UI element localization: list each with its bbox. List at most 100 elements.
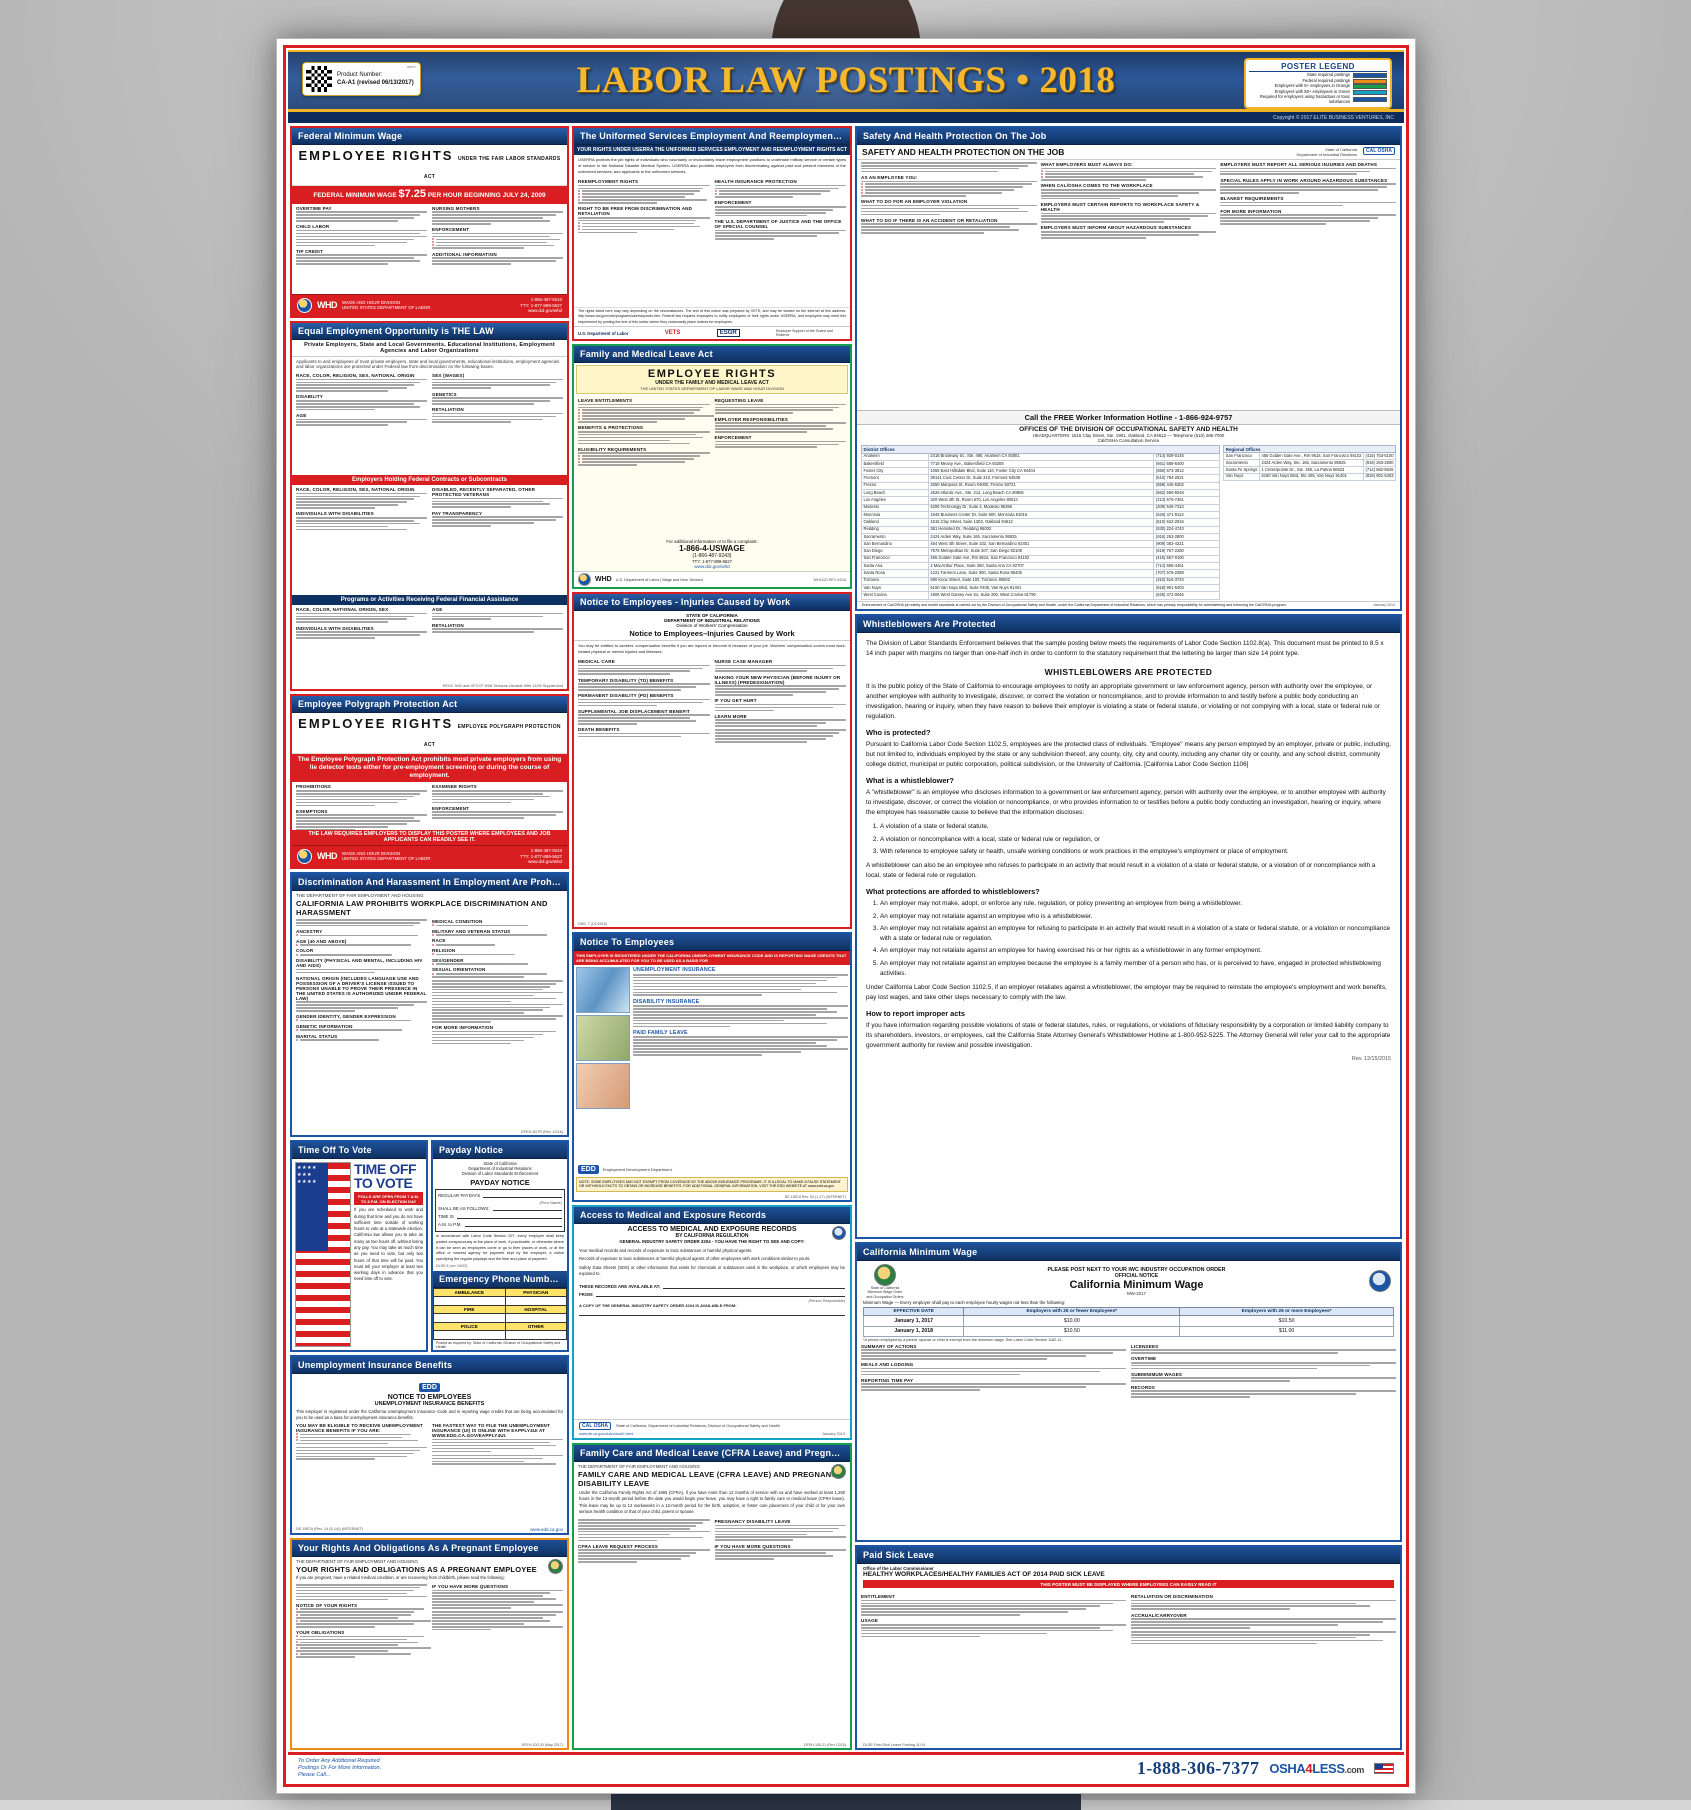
section-heading: BLANKET REQUIREMENTS bbox=[1220, 196, 1284, 202]
posting-tab-title: Time Off To Vote bbox=[292, 1142, 426, 1160]
employee-rights-heading: EMPLOYEE RIGHTS bbox=[647, 368, 777, 380]
posting-body: AS AN EMPLOYEE YOU: WHAT TO DO FOR AN EM… bbox=[857, 160, 1400, 410]
eeo-form-code: EEOC 9/02 and OFCCP 8/08 Versions Useabl… bbox=[442, 684, 563, 688]
emergency-posted-by: Posted as required by: State of Californ… bbox=[436, 1340, 561, 1349]
alert-tag: alert! bbox=[406, 64, 416, 69]
list-item: A violation of a state or federal statut… bbox=[880, 822, 1391, 832]
table-cell: (562) 590-5048 bbox=[1153, 489, 1221, 498]
edd-name: Employment Development Department bbox=[602, 1166, 672, 1172]
injuries-heading-block: STATE OF CALIFORNIA DEPARTMENT OF INDUST… bbox=[574, 611, 850, 641]
posting-tab-title: Discrimination And Harassment In Employm… bbox=[292, 874, 567, 891]
table-cell[interactable] bbox=[433, 1312, 506, 1323]
fmla-web[interactable]: www.dol.gov/whd bbox=[694, 564, 730, 569]
fmla-phone[interactable]: 1-866-4-USWAGE bbox=[679, 544, 745, 553]
poster-footer: To Order Any Additional Required Posting… bbox=[288, 1752, 1404, 1782]
copyright-text: Copyright © 2017 ELITE BUSINESS VENTURES… bbox=[1273, 114, 1394, 121]
section-heading: Death Benefits bbox=[578, 727, 620, 733]
table-cell: 1845 Business Center Dr, Suite 500, Monr… bbox=[927, 510, 1155, 520]
footer-brand-logo[interactable]: OSHA4LESS.com bbox=[1269, 1761, 1364, 1776]
field-label: REGULAR PAYDAYS bbox=[438, 1193, 481, 1199]
whistle-intro: The Division of Labor Standards Enforcem… bbox=[866, 640, 1384, 657]
section-heading: WHAT TO DO FOR AN EMPLOYER VIOLATION bbox=[861, 199, 968, 205]
posting-notice-to-employees: Notice To Employees THIS EMPLOYER IS REG… bbox=[572, 931, 852, 1202]
table-cell: 1906 West Garvey Ave So, Suite 200, West… bbox=[927, 591, 1155, 600]
posting-tab-title: Family Care and Medical Leave (CFRA Leav… bbox=[574, 1444, 850, 1462]
table-cell: (213) 576-7451 bbox=[1153, 496, 1221, 505]
dol-seal-icon bbox=[297, 297, 312, 313]
section-heading: ADDITIONAL INFORMATION bbox=[432, 251, 497, 257]
section-heading: RETALIATION bbox=[432, 407, 464, 413]
section-heading: Disability Insurance bbox=[633, 998, 700, 1005]
table-cell[interactable] bbox=[504, 1295, 567, 1306]
posting-body: Medical Care Temporary Disability (TD) B… bbox=[574, 657, 850, 921]
posting-body: CFRA LEAVE REQUEST PROCESS PREGNANCY DIS… bbox=[574, 1517, 850, 1742]
ui-heading-block: EDD NOTICE TO EMPLOYEES UNEMPLOYMENT INS… bbox=[292, 1374, 567, 1409]
table-cell[interactable] bbox=[504, 1312, 567, 1323]
field-input[interactable] bbox=[492, 1205, 562, 1212]
list-item: A violation or noncompliance with a loca… bbox=[880, 835, 1391, 845]
table-cell: (310) 516-3734 bbox=[1153, 576, 1221, 585]
table-cell: January 1, 2018 bbox=[862, 1325, 965, 1337]
protected-class: RACE bbox=[432, 938, 446, 944]
dol-seal-icon bbox=[578, 573, 591, 586]
table-cell: (530) 224-4743 bbox=[1153, 525, 1221, 534]
protected-class: NATIONAL ORIGIN (includes language use a… bbox=[296, 975, 427, 1001]
records-from-label: FROM: bbox=[579, 1292, 594, 1298]
section-heading: Paid Family Leave bbox=[633, 1029, 688, 1036]
table-cell[interactable] bbox=[433, 1329, 506, 1340]
safety-heading: SAFETY AND HEALTH PROTECTION ON THE JOB bbox=[862, 147, 1065, 157]
table-cell: (619) 767-2280 bbox=[1153, 547, 1221, 556]
table-cell: 2 MacArthur Place, Suite 350, Santa Ana … bbox=[927, 562, 1155, 571]
section-heading: OVERTIME PAY bbox=[296, 205, 332, 211]
records-post-label: THESE RECORDS ARE AVAILABLE AT: bbox=[579, 1284, 661, 1290]
cfra-intro: Under the California Family Rights Act o… bbox=[579, 1489, 845, 1514]
table-cell: West Covina bbox=[861, 591, 929, 600]
table-cell: Long Beach bbox=[861, 489, 929, 498]
division-hq: HEADQUARTERS: 1515 Clay Street, Ste. 190… bbox=[1032, 433, 1225, 438]
product-label: Product Number: bbox=[337, 71, 383, 78]
table-cell: 1065 East Hillsdale Blvd, Suite 110, Fos… bbox=[927, 467, 1155, 476]
table-header: District Offices bbox=[860, 445, 1221, 454]
field-input[interactable] bbox=[483, 1192, 562, 1199]
section-heading: Making Your New Physician (before injury… bbox=[714, 674, 841, 685]
list-item: With reference to employee safety or hea… bbox=[880, 847, 1391, 857]
table-cell[interactable] bbox=[504, 1329, 567, 1340]
injuries-intro: You may be entitled to workers' compensa… bbox=[578, 643, 846, 654]
posting-fmla: Family and Medical Leave Act EMPLOYEE RI… bbox=[572, 344, 852, 589]
table-cell: Torrance bbox=[861, 576, 929, 585]
footer-phone[interactable]: 1-888-306-7377 bbox=[1136, 1758, 1260, 1778]
records-web[interactable]: www.dir.ca.gov/dosh/dosh1.html bbox=[579, 1431, 634, 1436]
section-heading: ENFORCEMENT bbox=[714, 200, 752, 206]
table-cell: January 1, 2017 bbox=[862, 1315, 965, 1327]
safety-hotline[interactable]: Call the FREE Worker Information Hotline… bbox=[857, 410, 1400, 425]
records-copy-input[interactable] bbox=[579, 1310, 845, 1317]
field-input[interactable] bbox=[456, 1213, 562, 1220]
field-input[interactable] bbox=[464, 1221, 562, 1228]
posting-body: SUMMARY OF ACTIONS MEALS AND LODGING REP… bbox=[857, 1342, 1400, 1540]
legend-item: Employers with 5+ employees in Orange bbox=[1249, 83, 1387, 89]
table-cell: Van Nuys bbox=[1223, 472, 1260, 481]
field-label: A.M. to P.M. bbox=[438, 1222, 462, 1228]
legend-swatch-5plus bbox=[1353, 84, 1387, 89]
ui-web[interactable]: www.edd.ca.gov bbox=[530, 1526, 563, 1532]
records-person-input[interactable] bbox=[596, 1291, 845, 1298]
table-cell: (626) 472-0046 bbox=[1153, 591, 1221, 600]
flsa-subheading: UNDER THE FAIR LABOR STANDARDS ACT bbox=[423, 156, 561, 180]
legend-label: Employers with 50+ employees in Green bbox=[1274, 88, 1350, 94]
records-location-input[interactable] bbox=[663, 1283, 845, 1290]
table-cell: (707) 576-2388 bbox=[1153, 569, 1221, 578]
dol-label: U.S. Department of Labor bbox=[578, 330, 629, 336]
posting-tab-title: Safety And Health Protection On The Job bbox=[857, 128, 1400, 145]
section-heading: PROHIBITIONS bbox=[296, 784, 331, 790]
legend-label: State required postings bbox=[1306, 72, 1350, 78]
table-cell[interactable] bbox=[433, 1295, 506, 1306]
section-heading: FOR MORE INFORMATION bbox=[1220, 208, 1282, 214]
eppa-subheading: EMPLOYEE POLYGRAPH PROTECTION ACT bbox=[423, 724, 561, 748]
ui-form-code: DE 1857A (Rev. 14 (5-14)) (INTERNET) bbox=[296, 1527, 364, 1532]
whd-wordmark: WHD bbox=[317, 851, 338, 862]
table-cell: Van Nuys bbox=[861, 583, 929, 593]
fmla-phone-alt[interactable]: (1-866-487-9243) bbox=[692, 553, 732, 559]
posting-pregnant-employee: Your Rights And Obligations As A Pregnan… bbox=[290, 1537, 569, 1751]
table-cell: (714) 562-5525 bbox=[1363, 466, 1396, 474]
table-cell: (559) 445-5302 bbox=[1153, 481, 1221, 491]
